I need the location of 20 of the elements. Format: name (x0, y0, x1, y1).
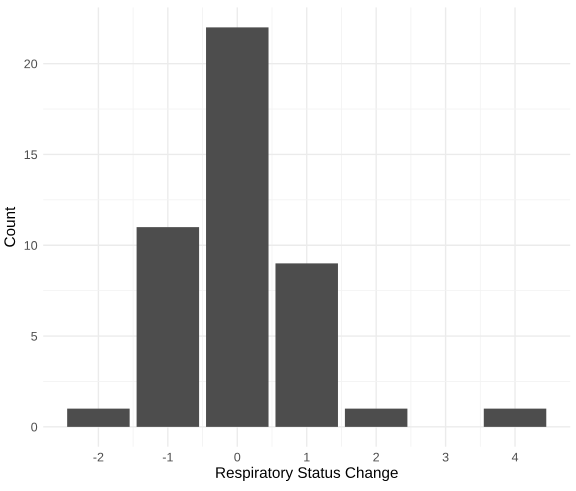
y-tick-label: 5 (31, 332, 38, 341)
y-tick-label: 10 (24, 241, 38, 250)
bar (275, 263, 338, 427)
bar (67, 408, 130, 427)
x-tick-label: 4 (512, 452, 518, 462)
y-axis-title: Count (4, 206, 16, 247)
x-axis-title: Respiratory Status Change (216, 466, 398, 482)
x-tick-label: 1 (304, 452, 310, 462)
x-tick-label: -2 (93, 452, 104, 462)
x-tick-label: 3 (442, 452, 449, 462)
bar (136, 227, 200, 427)
bar (344, 408, 408, 427)
x-tick-label: 0 (234, 452, 240, 462)
bar (484, 408, 546, 427)
y-tick-label: 15 (24, 150, 38, 160)
x-tick-label: -1 (162, 452, 173, 462)
x-tick-label: 2 (373, 452, 380, 462)
bar (206, 27, 269, 427)
y-tick-label: 20 (24, 59, 38, 68)
y-tick-label: 0 (31, 422, 38, 432)
